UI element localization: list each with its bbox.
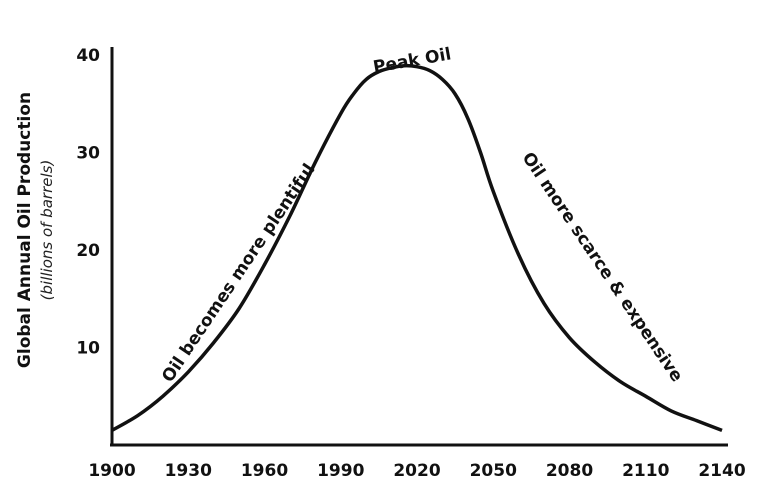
annotation-rising: Oil becomes more plentiful (158, 160, 319, 386)
production-curve (111, 63, 723, 433)
x-tick-label: 1930 (165, 461, 212, 481)
axes (110, 47, 728, 447)
y-tick-label: 40 (76, 46, 100, 66)
x-tick-label: 1900 (88, 461, 135, 481)
y-tick-label: 30 (76, 144, 100, 164)
x-tick-label: 2020 (393, 461, 440, 481)
y-axis-title: Global Annual Oil Production (15, 92, 35, 368)
y-ticks: 10 20 30 40 (76, 46, 100, 359)
y-tick-label: 10 (76, 339, 100, 359)
x-tick-label: 2080 (546, 461, 593, 481)
y-axis-label: Global Annual Oil Production (15, 92, 35, 368)
y-tick-label: 20 (76, 241, 100, 261)
x-tick-label: 1990 (317, 461, 364, 481)
x-tick-label: 2050 (470, 461, 517, 481)
x-tick-label: 2110 (622, 461, 669, 481)
x-ticks: 1900 1930 1960 1990 2020 2050 2080 2110 2140 (88, 461, 745, 481)
y-axis-sublabel: (billions of barrels) (38, 160, 56, 301)
annotation-falling: Oil more scarce & expensive (518, 149, 687, 386)
annotation-peak: Peak Oil (372, 44, 453, 77)
x-tick-label: 1960 (241, 461, 288, 481)
y-axis-subtitle: (billions of barrels) (38, 160, 56, 301)
x-tick-label: 2140 (698, 461, 745, 481)
